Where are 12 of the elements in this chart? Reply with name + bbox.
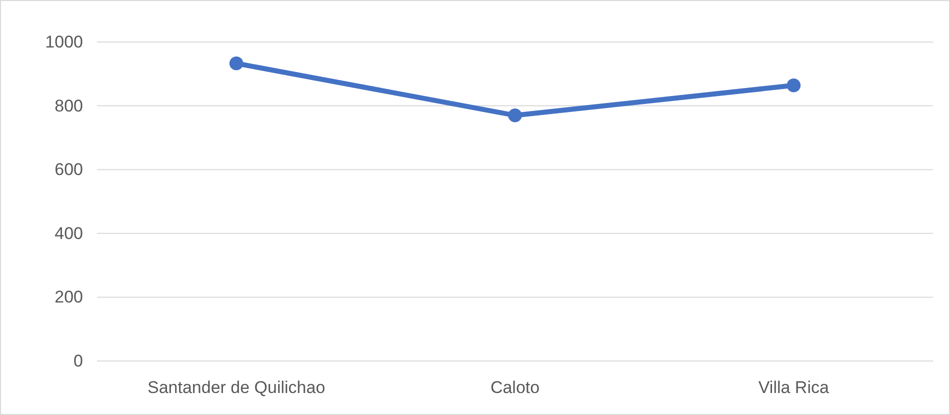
x-tick-label: Caloto [490,378,540,398]
y-tick-label: 200 [54,288,83,307]
y-tick-label: 800 [54,96,83,116]
y-tick-label: 600 [54,160,83,180]
point [508,108,522,122]
x-tick-label: Villa Rica [758,378,830,398]
x-tick-label: Santander de Quilichao [147,378,326,398]
y-tick-label: 400 [54,224,83,243]
y-tick-label: 0 [74,351,83,370]
point [786,78,801,92]
point [229,56,244,70]
y-tick-label: 1000 [45,32,83,52]
